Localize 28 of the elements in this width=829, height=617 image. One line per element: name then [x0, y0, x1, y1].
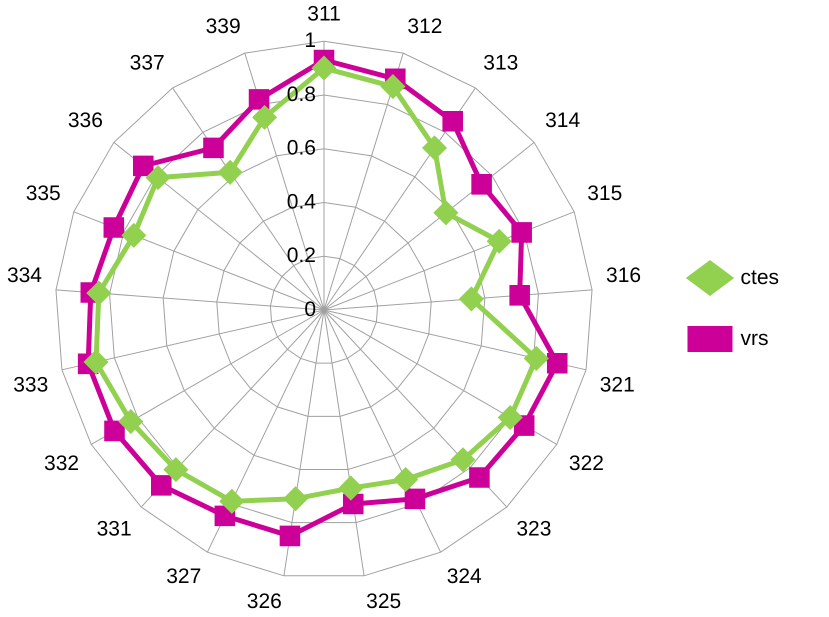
spoke-label: 326 [246, 590, 282, 614]
spoke-label: 312 [407, 14, 442, 38]
spoke-label: 322 [568, 452, 604, 475]
y-tick-label: 0.6 [286, 136, 316, 160]
spoke-label: 333 [13, 373, 48, 396]
spoke-label: 327 [166, 565, 202, 588]
spoke-label: 323 [516, 518, 552, 541]
spoke-label: 313 [483, 52, 518, 75]
spoke-label: 314 [545, 108, 580, 132]
legend-label: ctes [740, 266, 779, 289]
y-tick-label: 0.2 [286, 244, 316, 268]
spoke-label: 325 [366, 590, 402, 614]
legend-label: vrs [740, 326, 768, 350]
spoke-label: 332 [44, 452, 80, 475]
spoke-label: 321 [600, 373, 635, 396]
spoke-label: 335 [26, 182, 61, 205]
spoke-label: 339 [206, 14, 241, 38]
y-tick-label: 1 [304, 28, 316, 52]
spoke-label: 337 [130, 52, 165, 75]
y-tick-label: 0 [304, 298, 316, 321]
spoke-label: 331 [96, 518, 132, 541]
y-tick-label: 0.4 [286, 190, 316, 214]
spoke-label: 316 [606, 264, 642, 288]
spoke-label: 311 [307, 2, 341, 26]
spoke-label: 336 [68, 108, 103, 132]
spoke-label: 315 [587, 182, 622, 205]
spoke-label: 324 [446, 565, 482, 588]
spoke-label: 334 [6, 264, 42, 288]
